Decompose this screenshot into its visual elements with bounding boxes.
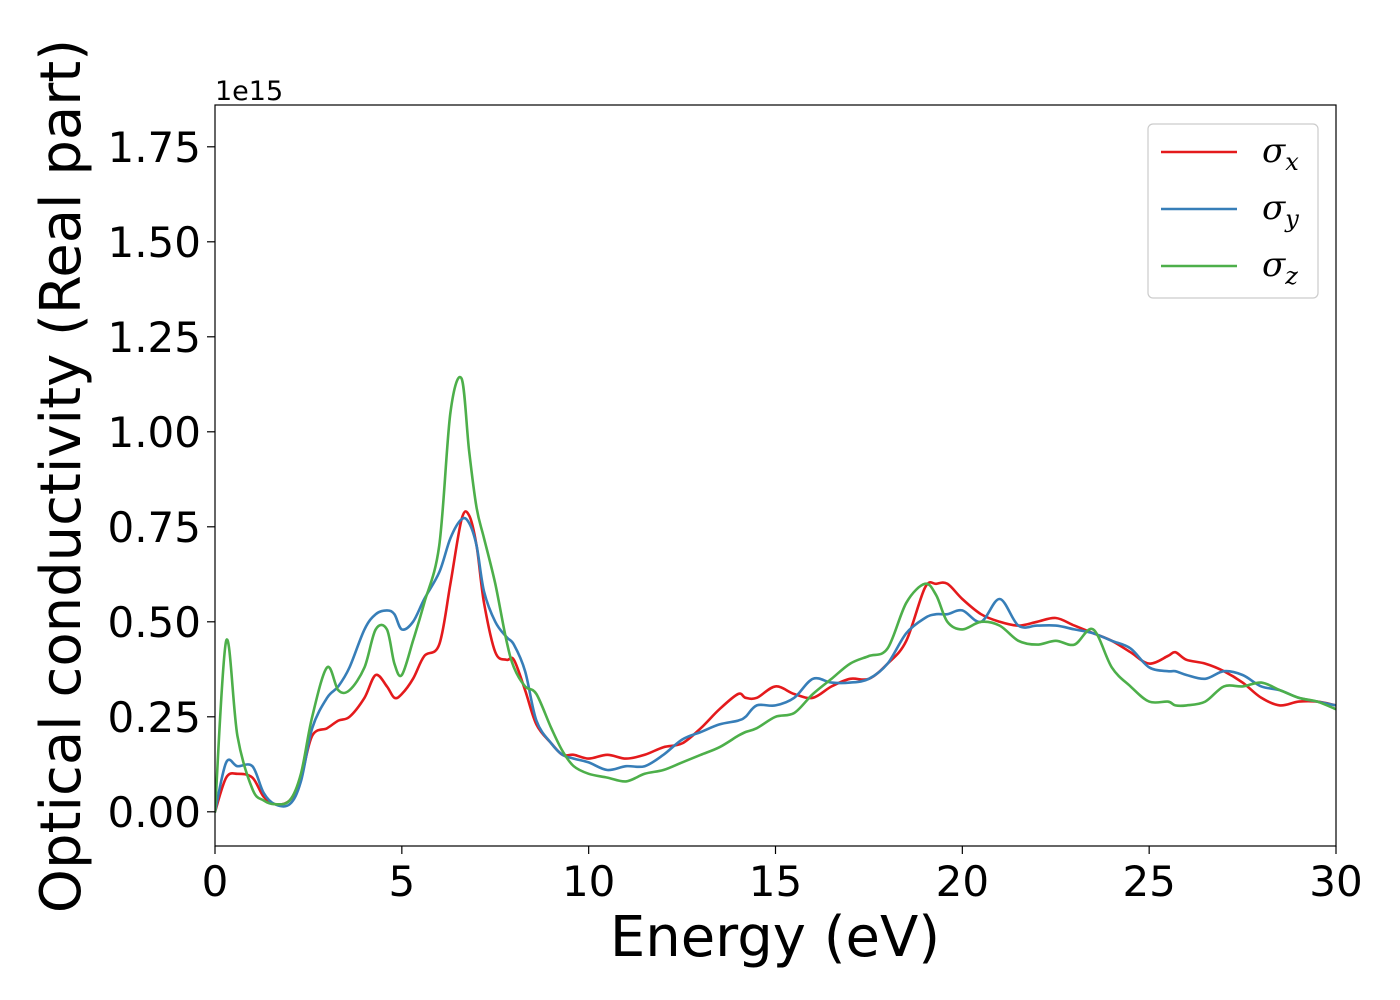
y-tick-label: 0.50: [107, 598, 201, 647]
legend-label-y: σy: [1262, 188, 1299, 233]
y-tick-label: 1.00: [107, 408, 201, 457]
x-axis: 0 5 10 15 20 25 30: [202, 846, 1363, 906]
y-tick-label: 1.50: [107, 218, 201, 267]
x-tick-label: 10: [562, 857, 615, 906]
series-layer: [215, 375, 1336, 814]
x-tick-label: 30: [1309, 857, 1362, 906]
x-tick-label: 20: [936, 857, 989, 906]
x-tick-label: 15: [749, 857, 802, 906]
legend-box: [1147, 123, 1319, 299]
y-tick-label: 0.00: [107, 788, 201, 837]
legend-label-z: σz: [1262, 245, 1298, 290]
y-axis-title: Optical conductivity (Real part): [29, 39, 94, 913]
x-axis-title: Energy (eV): [610, 905, 940, 970]
x-tick-label: 5: [388, 857, 415, 906]
y-tick-label: 0.25: [107, 693, 201, 742]
y-tick-label: 1.25: [107, 313, 201, 362]
y-offset-label: 1e15: [215, 76, 283, 107]
series-line-y: [215, 516, 1336, 814]
legend: σx σy σz: [1147, 123, 1319, 299]
legend-label-x: σx: [1262, 131, 1299, 176]
x-tick-label: 25: [1122, 857, 1175, 906]
y-tick-label: 1.75: [107, 123, 201, 172]
series-line-z: [215, 375, 1336, 814]
y-tick-label: 0.75: [107, 503, 201, 552]
x-tick-label: 0: [202, 857, 229, 906]
y-axis: 0.00 0.25 0.50 0.75 1.00 1.25 1.50 1.75: [107, 123, 215, 837]
